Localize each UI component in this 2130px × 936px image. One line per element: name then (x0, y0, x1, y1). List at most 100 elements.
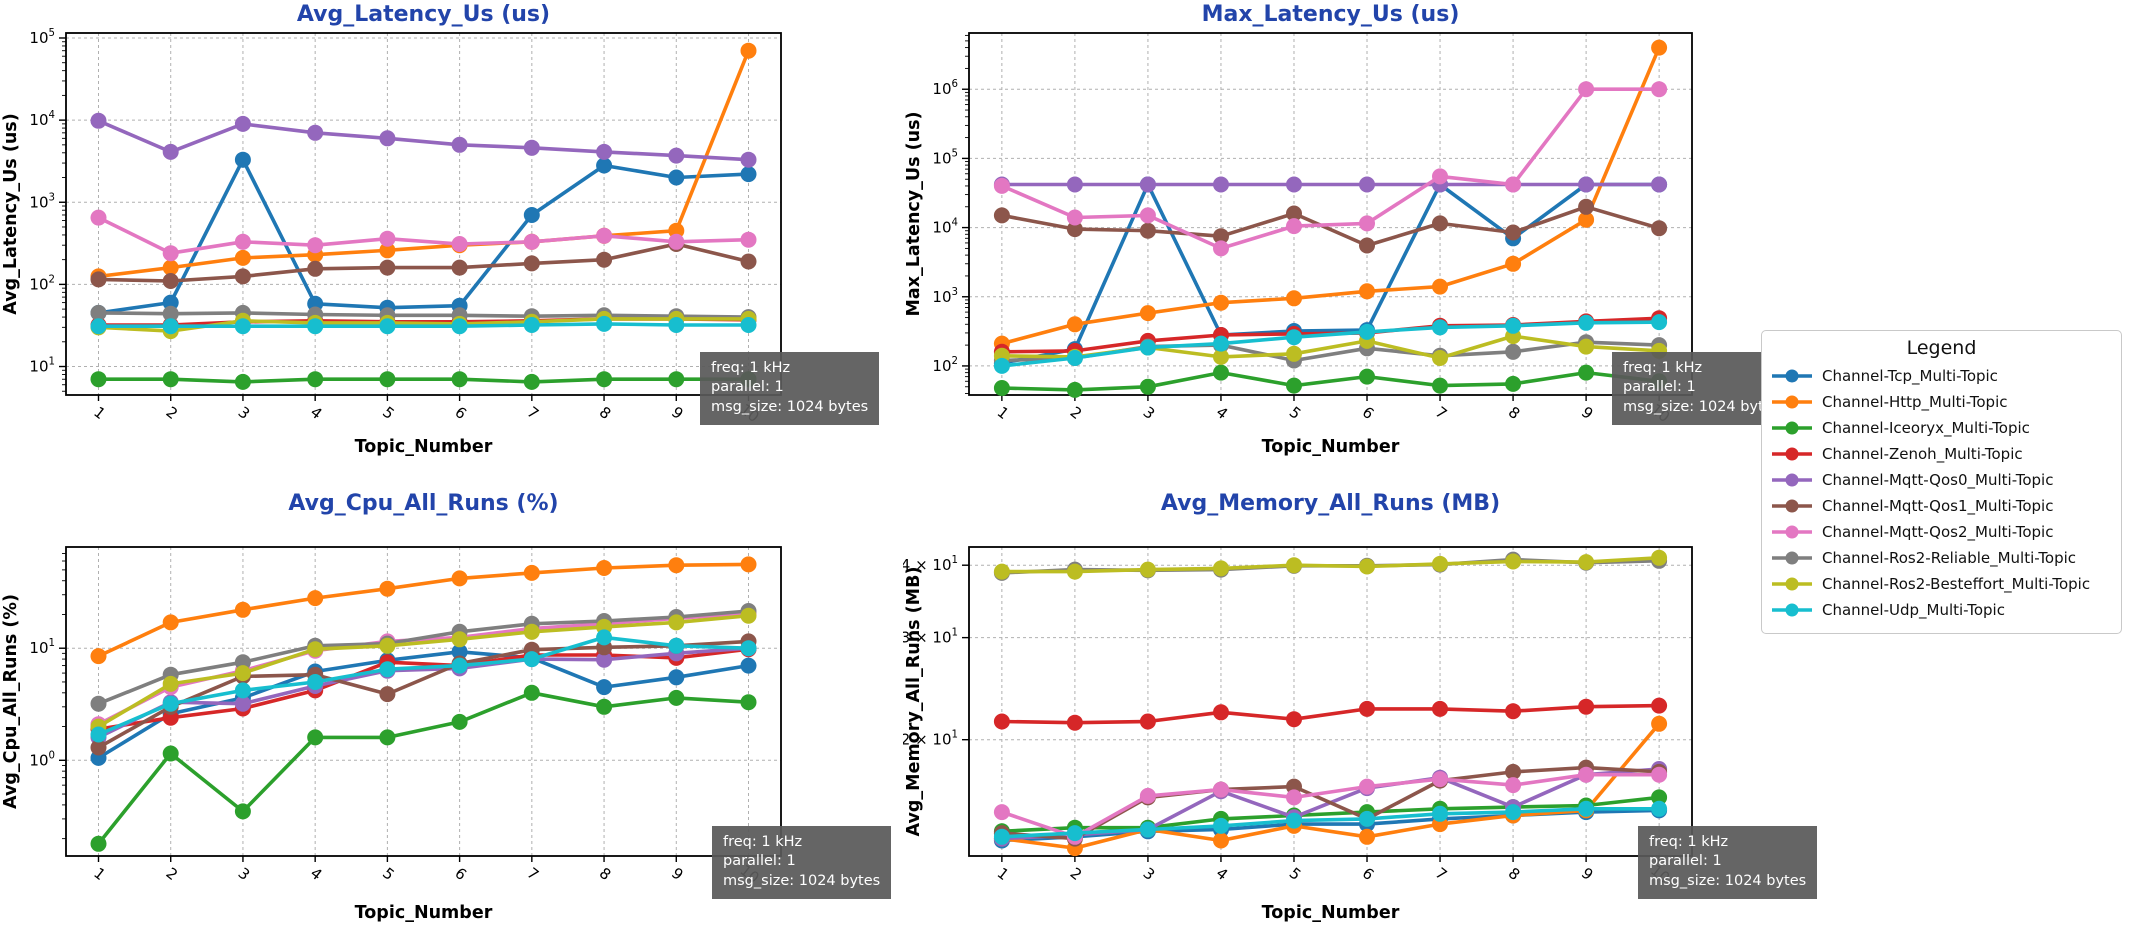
svg-text:6: 6 (1359, 864, 1378, 884)
annotation-line-parallel: parallel: 1 (711, 379, 784, 396)
series-Channel-Mqtt-Qos0_Multi-Topic (993, 176, 1668, 193)
legend-title: Legend (1906, 337, 1977, 359)
legend-item: Channel-Tcp_Multi-Topic (1770, 363, 2113, 389)
svg-text:8: 8 (1505, 403, 1524, 423)
svg-text:5: 5 (379, 864, 398, 884)
series-Channel-Http_Multi-Topic (993, 39, 1668, 352)
legend-item-label: Channel-Udp_Multi-Topic (1822, 601, 2005, 619)
chart-title: Avg_Memory_All_Runs (MB) (1161, 491, 1500, 516)
legend-item-label: Channel-Tcp_Multi-Topic (1822, 367, 1998, 385)
svg-text:6: 6 (1359, 403, 1378, 423)
legend-item: Channel-Iceoryx_Multi-Topic (1770, 415, 2113, 441)
annotation-line-parallel: parallel: 1 (723, 853, 796, 870)
legend-item-label: Channel-Zenoh_Multi-Topic (1822, 445, 2023, 463)
legend-marker-icon (1772, 421, 1812, 435)
series-Channel-Iceoryx_Multi-Topic (993, 364, 1668, 398)
chart-avg-latency-us: 10110210310410512345678910Avg_Latency_Us… (1, 2, 782, 457)
legend-item-label: Channel-Http_Multi-Topic (1822, 393, 2008, 411)
svg-text:101: 101 (29, 357, 55, 376)
svg-text:8: 8 (1505, 864, 1524, 884)
y-axis-label: Max_Latency_Us (us) (904, 111, 924, 316)
svg-text:103: 103 (29, 192, 55, 211)
legend-item-label: Channel-Mqtt-Qos1_Multi-Topic (1822, 497, 2054, 515)
legend-marker-icon (1772, 577, 1812, 591)
legend-item: Channel-Ros2-Reliable_Multi-Topic (1770, 545, 2113, 571)
series-Channel-Iceoryx_Multi-Topic (90, 371, 757, 390)
svg-text:3: 3 (235, 864, 254, 884)
legend-items: Channel-Tcp_Multi-Topic Channel-Http_Mult… (1770, 363, 2113, 623)
svg-text:4: 4 (307, 864, 326, 884)
annotation-line-freq: freq: 1 kHz (1649, 834, 1729, 850)
series-Channel-Udp_Multi-Topic (993, 314, 1668, 374)
x-axis-label: Topic_Number (355, 437, 493, 457)
legend-marker-icon (1772, 473, 1812, 487)
plot-border (968, 546, 1693, 857)
svg-text:102: 102 (932, 356, 958, 375)
series-Channel-Mqtt-Qos0_Multi-Topic (90, 112, 757, 168)
svg-text:6: 6 (451, 864, 470, 884)
svg-text:8: 8 (596, 403, 615, 423)
y-axis-ticks: 100 101 (29, 553, 66, 840)
x-axis-label: Topic_Number (1262, 437, 1400, 457)
legend-item-label: Channel-Ros2-Besteffort_Multi-Topic (1822, 575, 2091, 593)
svg-text:4: 4 (307, 403, 326, 423)
plot-border (65, 546, 782, 857)
series-Channel-Mqtt-Qos1_Multi-Topic (993, 198, 1668, 254)
series-Channel-Ros2-Besteffort_Multi-Topic (90, 607, 757, 735)
svg-text:100: 100 (29, 750, 55, 769)
plot-border (65, 32, 782, 396)
plot-border (968, 32, 1693, 396)
svg-text:104: 104 (932, 218, 958, 237)
svg-text:4 × 101: 4 × 101 (903, 555, 958, 574)
grid (66, 33, 781, 395)
annotation-box-avg-cpu: freq: 1 kHz parallel: 1 msg_size: 1024 b… (712, 826, 892, 900)
chart-title: Avg_Latency_Us (us) (297, 2, 550, 27)
y-axis-ticks: 102 103 104 105 106 (932, 34, 969, 394)
svg-text:2: 2 (162, 864, 181, 884)
svg-text:105: 105 (932, 148, 958, 167)
svg-text:5: 5 (1286, 864, 1305, 884)
legend-marker-icon (1772, 603, 1812, 617)
chart-title: Avg_Cpu_All_Runs (%) (288, 491, 558, 516)
annotation-line-freq: freq: 1 kHz (1623, 360, 1703, 376)
svg-text:9: 9 (1578, 864, 1597, 884)
grid (66, 547, 781, 856)
svg-text:2: 2 (162, 403, 181, 423)
annotation-line-freq: freq: 1 kHz (723, 834, 803, 850)
legend-item-label: Channel-Iceoryx_Multi-Topic (1822, 419, 2030, 437)
series-group (993, 549, 1668, 857)
series-group (993, 39, 1668, 398)
legend-item: Channel-Mqtt-Qos0_Multi-Topic (1770, 467, 2113, 493)
series-Channel-Mqtt-Qos2_Multi-Topic (993, 81, 1668, 257)
svg-text:9: 9 (668, 403, 687, 423)
series-Channel-Udp_Multi-Topic (993, 800, 1668, 845)
x-axis-ticks: 12345678910 (90, 395, 763, 426)
x-axis-ticks: 12345678910 (994, 395, 1673, 426)
legend-item: Channel-Http_Multi-Topic (1770, 389, 2113, 415)
series-Channel-Zenoh_Multi-Topic (993, 697, 1668, 731)
chart-max-latency-us: 10210310410510612345678910Max_Latency_Us… (904, 2, 1693, 457)
x-axis-ticks: 12345678910 (90, 856, 763, 887)
legend-item-label: Channel-Mqtt-Qos0_Multi-Topic (1822, 471, 2054, 489)
svg-text:101: 101 (29, 638, 55, 657)
legend-item: Channel-Ros2-Besteffort_Multi-Topic (1770, 571, 2113, 597)
svg-text:2 × 101: 2 × 101 (903, 730, 958, 749)
svg-text:102: 102 (29, 274, 55, 293)
legend-item-label: Channel-Mqtt-Qos2_Multi-Topic (1822, 523, 2054, 541)
legend-item: Channel-Mqtt-Qos2_Multi-Topic (1770, 519, 2113, 545)
svg-text:105: 105 (29, 28, 55, 47)
svg-text:5: 5 (1286, 403, 1305, 423)
svg-text:2: 2 (1067, 864, 1086, 884)
series-Channel-Ros2-Reliable_Multi-Topic (993, 334, 1668, 369)
svg-text:7: 7 (524, 864, 543, 884)
series-Channel-Mqtt-Qos2_Multi-Topic (993, 766, 1668, 845)
svg-text:8: 8 (596, 864, 615, 884)
svg-text:1: 1 (994, 403, 1013, 423)
svg-text:6: 6 (451, 403, 470, 423)
y-axis-label: Avg_Cpu_All_Runs (%) (1, 594, 21, 809)
svg-text:9: 9 (668, 864, 687, 884)
x-axis-ticks: 12345678910 (994, 856, 1673, 887)
series-group (90, 556, 757, 852)
